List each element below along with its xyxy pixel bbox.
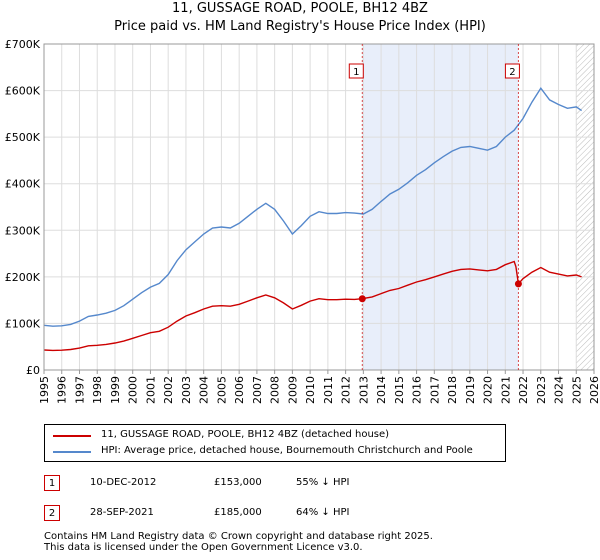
- x-tick-label: 1998: [91, 376, 104, 404]
- transaction-date: 28-SEP-2021: [90, 507, 154, 518]
- sale-point: [358, 295, 366, 303]
- x-tick-label: 2023: [535, 376, 548, 404]
- x-tick-label: 2025: [570, 376, 583, 404]
- x-tick-label: 2018: [446, 376, 459, 404]
- transaction-price: £185,000: [214, 507, 262, 518]
- legend-label-property: 11, GUSSAGE ROAD, POOLE, BH12 4BZ (detac…: [101, 429, 390, 440]
- transaction-price: £153,000: [214, 477, 262, 488]
- x-tick-label: 2011: [322, 376, 335, 404]
- x-tick-label: 2002: [162, 376, 175, 404]
- footer-licence: This data is licensed under the Open Gov…: [44, 542, 363, 553]
- x-tick-label: 2013: [357, 376, 370, 404]
- x-tick-label: 2001: [144, 376, 157, 404]
- x-tick-label: 2014: [375, 376, 388, 404]
- y-tick-label: £700K: [5, 38, 41, 51]
- x-tick-label: 1996: [56, 376, 69, 404]
- y-tick-label: £400K: [5, 178, 41, 191]
- sale-label: 2: [509, 67, 515, 78]
- x-tick-label: 2005: [215, 376, 228, 404]
- sale-label-box: [348, 63, 364, 79]
- footer-copyright: Contains HM Land Registry data © Crown c…: [44, 531, 433, 542]
- x-tick-label: 2006: [233, 376, 246, 404]
- x-tick-label: 2000: [127, 376, 140, 404]
- forecast-hatch: [576, 44, 594, 370]
- y-tick-label: £100K: [5, 317, 41, 330]
- x-tick-label: 2026: [588, 376, 600, 404]
- x-tick-label: 2015: [393, 376, 406, 404]
- x-tick-label: 2003: [180, 376, 193, 404]
- price-chart: £0 £100K £200K £300K £400K £500K £600K £700K 199…: [5, 38, 600, 404]
- x-tick-label: 1999: [109, 376, 122, 404]
- x-tick-label: 1995: [38, 376, 51, 404]
- footer: Contains HM Land Registry data © Crown c…: [44, 531, 433, 553]
- x-tick-label: 2022: [517, 376, 530, 404]
- plot-frame: [43, 43, 595, 371]
- x-tick-label: 1997: [73, 376, 86, 404]
- y-tick-label: £500K: [5, 131, 41, 144]
- chart-title: 11, GUSSAGE ROAD, POOLE, BH12 4BZ: [172, 1, 428, 16]
- legend-swatch-hpi: [53, 451, 91, 453]
- x-tick-label: 2021: [499, 376, 512, 404]
- price-series-line: [43, 260, 582, 352]
- y-tick-label: £600K: [5, 85, 41, 98]
- transaction-row-1: 1 10-DEC-2012 £153,000 55% ↓ HPI: [44, 475, 564, 493]
- legend: 11, GUSSAGE ROAD, POOLE, BH12 4BZ (detac…: [44, 424, 506, 462]
- x-tick-label: 2008: [269, 376, 282, 404]
- sale-label: 1: [353, 67, 359, 78]
- x-tick-label: 2010: [304, 376, 317, 404]
- hpi-series-line: [43, 86, 583, 327]
- x-tick-label: 2004: [198, 376, 211, 404]
- transaction-row-2: 2 28-SEP-2021 £185,000 64% ↓ HPI: [44, 505, 564, 523]
- x-tick-label: 2017: [428, 376, 441, 404]
- sale-point: [514, 280, 522, 288]
- x-tick-label: 2009: [286, 376, 299, 404]
- x-tick-label: 2024: [553, 376, 566, 404]
- sale-label-box: [504, 63, 520, 79]
- transaction-hpi: 64% ↓ HPI: [296, 507, 350, 518]
- transaction-hpi: 55% ↓ HPI: [296, 477, 350, 488]
- sale-period-band: [362, 44, 519, 370]
- x-tick-label: 2012: [340, 376, 353, 404]
- y-tick-label: £200K: [5, 271, 41, 284]
- transaction-badge: 1: [44, 475, 60, 491]
- x-tick-label: 2007: [251, 376, 264, 404]
- y-tick-label: £0: [26, 364, 40, 377]
- chart-subtitle: Price paid vs. HM Land Registry's House …: [114, 19, 486, 34]
- legend-swatch-property: [53, 435, 91, 437]
- y-tick-label: £300K: [5, 224, 41, 237]
- legend-label-hpi: HPI: Average price, detached house, Bour…: [101, 445, 473, 456]
- x-tick-label: 2016: [411, 376, 424, 404]
- x-tick-label: 2019: [464, 376, 477, 404]
- x-tick-label: 2020: [482, 376, 495, 404]
- transaction-badge: 2: [44, 505, 60, 521]
- transaction-date: 10-DEC-2012: [90, 477, 157, 488]
